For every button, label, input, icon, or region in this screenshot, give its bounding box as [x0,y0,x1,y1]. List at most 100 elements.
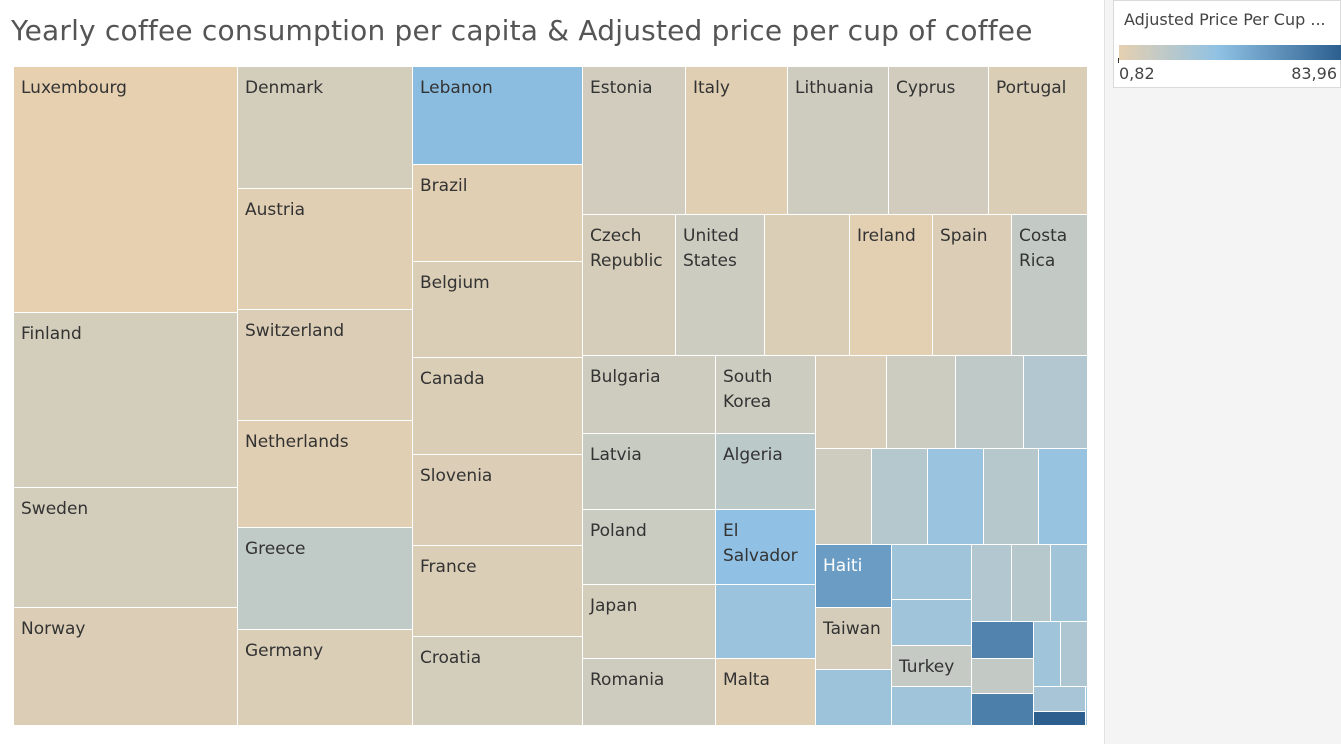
side-panel [1104,0,1341,744]
tile-unlabeled-39[interactable] [887,356,956,449]
tile-unlabeled-48[interactable] [892,545,972,600]
tile-taiwan[interactable]: Taiwan [816,608,892,670]
tile-unlabeled-42[interactable] [816,449,872,545]
tile-label: Czech Republic [590,226,663,271]
tile-label: Taiwan [823,619,881,639]
tile-unlabeled-64[interactable] [1086,687,1088,726]
tile-norway[interactable]: Norway [14,608,238,726]
tile-label: Luxembourg [21,78,127,98]
tile-unlabeled-55[interactable] [1012,545,1051,622]
tile-unlabeled-61[interactable] [1061,622,1088,687]
tile-japan[interactable]: Japan [583,585,716,659]
tile-label: Spain [940,226,988,246]
tile-label: Bulgaria [590,367,661,387]
tile-unlabeled-63[interactable] [1034,712,1086,726]
tile-malta[interactable]: Malta [716,659,816,726]
tile-label: Latvia [590,445,642,465]
tile-label: Canada [420,369,485,389]
tile-bulgaria[interactable]: Bulgaria [583,356,716,434]
tile-unlabeled-56[interactable] [1051,545,1088,622]
tile-estonia[interactable]: Estonia [583,67,686,215]
tile-sweden[interactable]: Sweden [14,488,238,608]
tile-cyprus[interactable]: Cyprus [889,67,989,215]
tile-label: Brazil [420,176,468,196]
color-legend[interactable]: Adjusted Price Per Cup ... 0,82 83,96 [1113,0,1341,88]
tile-portugal[interactable]: Portugal [989,67,1088,215]
tile-south-korea[interactable]: South Korea [716,356,816,434]
tile-label: Ireland [857,226,916,246]
tile-unlabeled-52[interactable] [816,670,892,726]
tile-unlabeled-44[interactable] [928,449,984,545]
tile-spain[interactable]: Spain [933,215,1012,356]
tile-label: Cyprus [896,78,956,98]
tile-label: Algeria [723,445,783,465]
tile-ireland[interactable]: Ireland [850,215,933,356]
tile-label: Romania [590,670,665,690]
tile-slovenia[interactable]: Slovenia [413,455,583,546]
tile-unlabeled-45[interactable] [984,449,1039,545]
tile-netherlands[interactable]: Netherlands [238,421,413,528]
legend-gradient-bar [1119,45,1341,60]
tile-algeria[interactable]: Algeria [716,434,816,510]
tile-unlabeled-46[interactable] [1039,449,1088,545]
tile-unlabeled-53[interactable] [892,687,972,726]
tile-unlabeled-58[interactable] [972,659,1034,694]
tile-switzerland[interactable]: Switzerland [238,310,413,421]
tile-label: France [420,557,477,577]
tile-label: Malta [723,670,770,690]
tile-austria[interactable]: Austria [238,189,413,310]
tile-label: Poland [590,521,647,541]
tile-poland[interactable]: Poland [583,510,716,585]
tile-brazil[interactable]: Brazil [413,165,583,262]
tile-label: Netherlands [245,432,349,452]
tile-unlabeled-59[interactable] [972,694,1034,726]
tile-label: Finland [21,324,82,344]
tile-unlabeled-54[interactable] [972,545,1012,622]
tile-label: South Korea [723,367,773,412]
tile-unlabeled-38[interactable] [816,356,887,449]
tile-el-salvador[interactable]: El Salvador [716,510,816,585]
tile-unlabeled-41[interactable] [1024,356,1088,449]
tile-finland[interactable]: Finland [14,313,238,488]
tile-label: Denmark [245,78,324,98]
tile-latvia[interactable]: Latvia [583,434,716,510]
chart-title: Yearly coffee consumption per capita & A… [11,14,1033,47]
tile-label: El Salvador [723,521,798,566]
tile-luxembourg[interactable]: Luxembourg [14,67,238,313]
tile-unlabeled-62[interactable] [1034,687,1086,712]
tile-label: Belgium [420,273,490,293]
tile-label: Greece [245,539,306,559]
tile-unlabeled-49[interactable] [892,600,972,646]
tile-haiti[interactable]: Haiti [816,545,892,608]
tile-lithuania[interactable]: Lithuania [788,67,889,215]
legend-max-label: 83,96 [1291,64,1337,83]
tile-denmark[interactable]: Denmark [238,67,413,189]
tile-czech-republic[interactable]: Czech Republic [583,215,676,356]
legend-min-label: 0,82 [1119,64,1155,83]
tile-unlabeled-60[interactable] [1034,622,1061,687]
tile-united-states[interactable]: United States [676,215,765,356]
tile-turkey[interactable]: Turkey [892,646,972,687]
tile-label: Haiti [823,556,863,576]
legend-title: Adjusted Price Per Cup ... [1124,10,1326,29]
tile-greece[interactable]: Greece [238,528,413,630]
tile-unlabeled-40[interactable] [956,356,1024,449]
tile-label: Japan [590,596,638,616]
tile-croatia[interactable]: Croatia [413,637,583,726]
tile-unlabeled-24[interactable] [765,215,850,356]
tile-unlabeled-43[interactable] [872,449,928,545]
tile-france[interactable]: France [413,546,583,637]
tile-unlabeled-35[interactable] [716,585,816,659]
tile-label: Slovenia [420,466,493,486]
tile-lebanon[interactable]: Lebanon [413,67,583,165]
tile-unlabeled-57[interactable] [972,622,1034,659]
tile-romania[interactable]: Romania [583,659,716,726]
tile-canada[interactable]: Canada [413,358,583,455]
tile-italy[interactable]: Italy [686,67,788,215]
tile-germany[interactable]: Germany [238,630,413,726]
tile-costa-rica[interactable]: Costa Rica [1012,215,1088,356]
tile-label: Croatia [420,648,482,668]
tile-label: Norway [21,619,86,639]
tile-label: Italy [693,78,730,98]
tile-belgium[interactable]: Belgium [413,262,583,358]
